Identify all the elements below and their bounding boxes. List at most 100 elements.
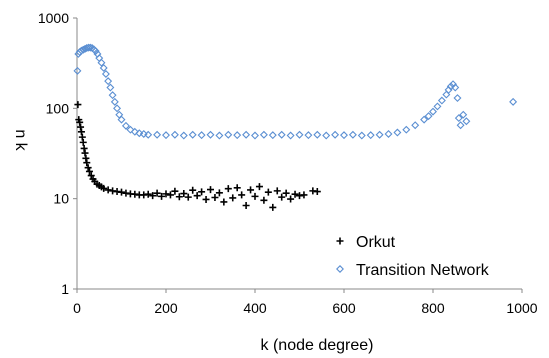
y-tick-label: 10 [53, 191, 69, 207]
data-point-transition-network [509, 97, 518, 106]
y-tick-label: 1 [61, 281, 69, 297]
data-point-orkut [175, 193, 183, 201]
data-point-transition-network [348, 130, 357, 139]
data-point-transition-network [170, 130, 179, 139]
data-point-transition-network [268, 131, 277, 140]
data-point-transition-network [130, 127, 139, 136]
data-point-transition-network [286, 131, 295, 140]
data-point-transition-network [242, 130, 251, 139]
series-layer [73, 43, 518, 211]
data-point-orkut [269, 203, 277, 211]
data-point-orkut [202, 195, 210, 203]
data-point-orkut [104, 186, 112, 194]
data-point-orkut [144, 190, 152, 198]
data-point-orkut [193, 192, 201, 200]
data-point-orkut [189, 186, 197, 194]
data-point-transition-network [108, 91, 117, 100]
data-point-orkut [82, 154, 90, 162]
data-point-transition-network [99, 63, 108, 72]
data-point-transition-network [121, 121, 130, 130]
data-point-orkut [79, 138, 87, 146]
data-point-transition-network [91, 47, 100, 56]
series-transition-network [73, 43, 518, 140]
data-point-orkut [229, 194, 237, 202]
data-point-transition-network [224, 130, 233, 139]
legend-marker-transition-network [336, 265, 344, 273]
data-point-orkut [198, 188, 206, 196]
legend-label-transition-network: Transition Network [356, 262, 490, 279]
x-tick-label: 200 [154, 300, 178, 316]
data-point-transition-network [117, 115, 126, 124]
data-point-transition-network [197, 131, 206, 140]
data-point-transition-network [77, 46, 86, 55]
data-point-transition-network [366, 131, 375, 140]
data-point-orkut [247, 186, 255, 194]
x-tick-label: 600 [332, 300, 356, 316]
data-point-orkut [282, 189, 290, 197]
data-point-transition-network [304, 131, 313, 140]
data-point-orkut [166, 191, 174, 199]
data-point-orkut [233, 184, 241, 192]
data-point-orkut [242, 202, 250, 210]
data-point-orkut [158, 192, 166, 200]
data-point-orkut [81, 149, 89, 157]
data-point-orkut [83, 159, 91, 167]
data-point-orkut [215, 189, 223, 197]
x-tick-label: 1000 [506, 300, 537, 316]
data-point-transition-network [144, 130, 153, 139]
data-point-orkut [255, 183, 263, 191]
data-point-orkut [78, 133, 86, 141]
data-point-orkut [251, 192, 259, 200]
data-point-transition-network [429, 107, 437, 116]
data-point-transition-network [453, 94, 462, 103]
x-tick-label: 800 [421, 300, 445, 316]
data-point-transition-network [215, 131, 224, 140]
data-point-transition-network [375, 130, 384, 139]
data-point-transition-network [277, 130, 286, 139]
data-point-transition-network [357, 131, 366, 140]
data-point-transition-network [139, 130, 148, 138]
data-point-transition-network [331, 130, 340, 139]
data-point-orkut [74, 101, 82, 109]
data-point-orkut [313, 188, 321, 196]
data-point-transition-network [86, 43, 95, 52]
data-point-transition-network [420, 115, 429, 124]
data-point-transition-network [446, 82, 455, 91]
data-point-transition-network [110, 97, 119, 106]
data-point-transition-network [106, 83, 115, 92]
data-point-orkut [211, 194, 219, 202]
data-point-orkut [118, 188, 125, 196]
data-point-orkut [207, 186, 214, 194]
legend-diamond-marker [336, 265, 344, 273]
data-point-orkut [100, 184, 108, 192]
data-point-transition-network [79, 45, 88, 54]
data-point-transition-network [424, 112, 433, 121]
data-point-orkut [77, 128, 85, 136]
data-point-transition-network [454, 114, 463, 123]
legend-marker-orkut [336, 237, 344, 245]
legend-label-orkut: Orkut [356, 234, 396, 251]
data-point-orkut [77, 123, 85, 131]
data-point-orkut [162, 190, 170, 198]
data-point-orkut [291, 190, 299, 198]
data-point-orkut [149, 192, 157, 200]
data-point-transition-network [126, 125, 135, 134]
data-point-transition-network [188, 130, 197, 139]
data-point-transition-network [393, 128, 402, 137]
data-point-transition-network [101, 70, 110, 78]
data-point-transition-network [433, 102, 442, 111]
data-point-transition-network [295, 130, 304, 139]
chart-legend: Orkut Transition Network [336, 234, 490, 279]
legend-plus-marker [336, 237, 344, 245]
data-point-orkut [238, 191, 246, 199]
data-point-transition-network [97, 58, 106, 67]
data-point-orkut [184, 193, 192, 201]
data-point-transition-network [259, 130, 268, 139]
data-point-orkut [84, 164, 92, 172]
data-point-orkut [278, 193, 286, 201]
data-point-transition-network [449, 80, 458, 89]
data-point-transition-network [82, 44, 91, 53]
x-tick-label: 400 [243, 300, 267, 316]
data-point-orkut [224, 185, 232, 193]
